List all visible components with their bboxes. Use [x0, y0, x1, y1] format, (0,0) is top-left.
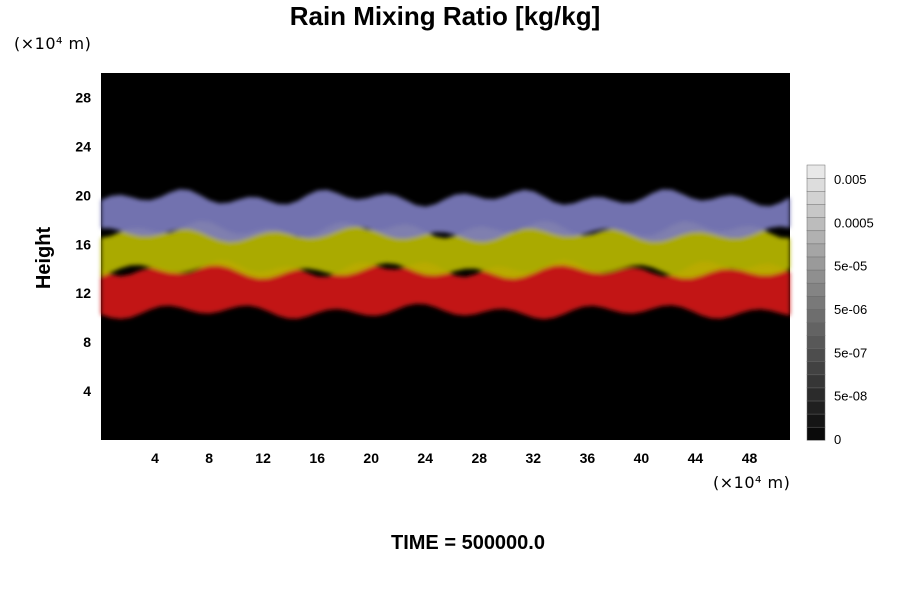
- colorbar-segment: [806, 256, 826, 271]
- x-tick-label: 48: [742, 450, 758, 466]
- band-blue: [101, 189, 790, 243]
- y-tick-label: 4: [83, 383, 91, 399]
- colorbar-tick-label: 5e-07: [834, 345, 867, 360]
- y-tick-label: 24: [75, 138, 91, 154]
- colorbar-segment: [806, 164, 826, 179]
- x-tick-label: 28: [472, 450, 488, 466]
- colorbar-segment: [806, 400, 826, 415]
- x-tick-label: 36: [580, 450, 596, 466]
- x-tick-label: 4: [151, 450, 159, 466]
- colorbar-tick-label: 5e-05: [834, 259, 867, 274]
- colorbar-tick-label: 0.0005: [834, 215, 874, 230]
- y-tick-labels: 4 8 12 16 20 24 28: [75, 90, 91, 400]
- colorbar-segment: [806, 177, 826, 192]
- colorbar-segment: [806, 269, 826, 284]
- data-bands: [101, 189, 790, 320]
- y-tick-label: 28: [75, 90, 91, 106]
- chart-title: Rain Mixing Ratio [kg/kg]: [290, 1, 601, 31]
- colorbar-tick-label: 0: [834, 432, 841, 447]
- colorbar-segment: [806, 321, 826, 336]
- band-yellow: [101, 220, 790, 279]
- y-tick-label: 16: [75, 236, 91, 252]
- colorbar-segment: [806, 387, 826, 402]
- colorbar-segment: [806, 426, 826, 441]
- x-tick-label: 8: [205, 450, 213, 466]
- colorbar-segment: [806, 361, 826, 376]
- x-unit-label: (×10⁴ m): [713, 473, 790, 492]
- x-tick-label: 44: [688, 450, 704, 466]
- colorbar-segment: [806, 334, 826, 349]
- y-tick-label: 20: [75, 187, 91, 203]
- x-tick-label: 40: [634, 450, 650, 466]
- y-unit-label: (×10⁴ m): [14, 34, 91, 53]
- colorbar-segment: [806, 413, 826, 428]
- colorbar-tick-label: 5e-08: [834, 389, 867, 404]
- time-annotation: TIME = 500000.0: [391, 532, 545, 554]
- x-tick-label: 12: [255, 450, 271, 466]
- colorbar-segment: [806, 374, 826, 389]
- colorbar-segment: [806, 217, 826, 232]
- colorbar-segment: [806, 295, 826, 310]
- x-tick-labels: 4 8 12 16 20 24 28 32 36 40 44 48: [151, 450, 757, 466]
- x-tick-label: 24: [417, 450, 433, 466]
- colorbar-segment: [806, 243, 826, 258]
- y-axis-label: Height: [33, 227, 55, 290]
- x-tick-label: 32: [526, 450, 542, 466]
- colorbar-tick-label: 0.005: [834, 172, 867, 187]
- colorbar-segment: [806, 348, 826, 362]
- colorbar-segment: [806, 190, 826, 205]
- colorbar-segment: [806, 308, 826, 323]
- colorbar-segment: [806, 230, 826, 245]
- x-tick-label: 16: [309, 450, 325, 466]
- x-tick-label: 20: [363, 450, 379, 466]
- y-tick-label: 8: [83, 334, 91, 350]
- y-tick-label: 12: [75, 285, 91, 301]
- colorbar-tick-label: 5e-06: [834, 302, 867, 317]
- colorbar: [806, 164, 826, 441]
- colorbar-tick-labels: 0.005 0.0005 5e-05 5e-06 5e-07 5e-08 0: [834, 172, 874, 447]
- colorbar-segment: [806, 204, 826, 218]
- colorbar-segment: [806, 282, 826, 297]
